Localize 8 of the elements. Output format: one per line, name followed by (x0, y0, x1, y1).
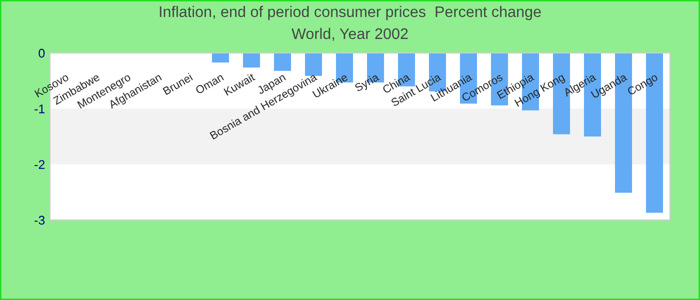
y-tick-label: -2 (34, 160, 45, 169)
y-tick-label: -1 (34, 104, 45, 114)
x-tick-label: Syria (354, 72, 381, 94)
chart-title: Inflation, end of period consumer prices Percent change (160, 6, 541, 20)
chart-subtitle: World, Year 2002 (292, 28, 408, 41)
x-tick-label: Oman (194, 73, 224, 94)
y-tick-label: -3 (34, 216, 45, 225)
y-tick-label: 0 (38, 48, 45, 58)
